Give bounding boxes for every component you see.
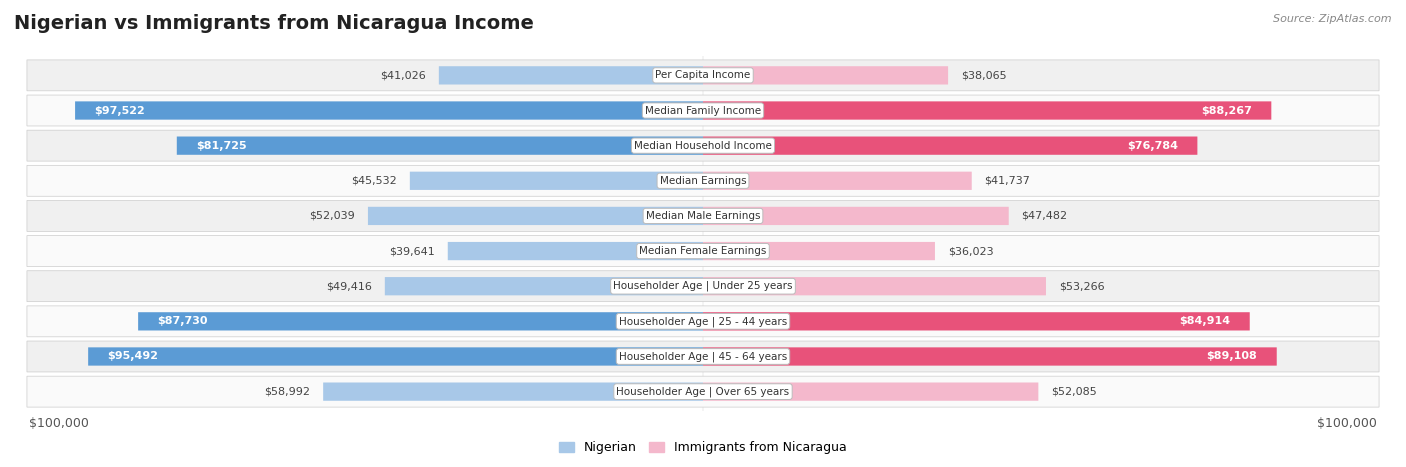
Text: $88,267: $88,267	[1201, 106, 1251, 115]
Text: $89,108: $89,108	[1206, 352, 1257, 361]
Legend: Nigerian, Immigrants from Nicaragua: Nigerian, Immigrants from Nicaragua	[560, 441, 846, 454]
Text: Per Capita Income: Per Capita Income	[655, 71, 751, 80]
Text: Source: ZipAtlas.com: Source: ZipAtlas.com	[1274, 14, 1392, 24]
Text: Median Family Income: Median Family Income	[645, 106, 761, 115]
Text: $47,482: $47,482	[1022, 211, 1067, 221]
FancyBboxPatch shape	[368, 207, 703, 225]
FancyBboxPatch shape	[385, 277, 703, 295]
FancyBboxPatch shape	[447, 242, 703, 260]
Text: $76,784: $76,784	[1128, 141, 1178, 151]
Text: Median Male Earnings: Median Male Earnings	[645, 211, 761, 221]
FancyBboxPatch shape	[703, 207, 1008, 225]
Text: $36,023: $36,023	[948, 246, 994, 256]
Text: $49,416: $49,416	[326, 281, 373, 291]
FancyBboxPatch shape	[27, 376, 1379, 407]
Text: $39,641: $39,641	[389, 246, 434, 256]
FancyBboxPatch shape	[703, 312, 1250, 331]
FancyBboxPatch shape	[439, 66, 703, 85]
Text: $45,532: $45,532	[352, 176, 396, 186]
FancyBboxPatch shape	[27, 200, 1379, 231]
FancyBboxPatch shape	[27, 341, 1379, 372]
FancyBboxPatch shape	[27, 236, 1379, 267]
FancyBboxPatch shape	[703, 136, 1198, 155]
Text: $81,725: $81,725	[195, 141, 246, 151]
FancyBboxPatch shape	[138, 312, 703, 331]
Text: Householder Age | 25 - 44 years: Householder Age | 25 - 44 years	[619, 316, 787, 326]
FancyBboxPatch shape	[703, 66, 948, 85]
Text: $95,492: $95,492	[107, 352, 159, 361]
FancyBboxPatch shape	[323, 382, 703, 401]
Text: Householder Age | 45 - 64 years: Householder Age | 45 - 64 years	[619, 351, 787, 362]
Text: $53,266: $53,266	[1059, 281, 1105, 291]
FancyBboxPatch shape	[89, 347, 703, 366]
Text: $38,065: $38,065	[960, 71, 1007, 80]
FancyBboxPatch shape	[703, 242, 935, 260]
Text: $52,039: $52,039	[309, 211, 356, 221]
FancyBboxPatch shape	[27, 60, 1379, 91]
Text: $52,085: $52,085	[1052, 387, 1097, 396]
FancyBboxPatch shape	[409, 172, 703, 190]
Text: $58,992: $58,992	[264, 387, 311, 396]
Text: Median Female Earnings: Median Female Earnings	[640, 246, 766, 256]
FancyBboxPatch shape	[703, 172, 972, 190]
Text: $87,730: $87,730	[157, 316, 208, 326]
FancyBboxPatch shape	[75, 101, 703, 120]
Text: Nigerian vs Immigrants from Nicaragua Income: Nigerian vs Immigrants from Nicaragua In…	[14, 14, 534, 33]
Text: $41,737: $41,737	[984, 176, 1031, 186]
Text: Householder Age | Over 65 years: Householder Age | Over 65 years	[616, 386, 790, 397]
FancyBboxPatch shape	[703, 277, 1046, 295]
Text: Householder Age | Under 25 years: Householder Age | Under 25 years	[613, 281, 793, 291]
FancyBboxPatch shape	[27, 95, 1379, 126]
FancyBboxPatch shape	[177, 136, 703, 155]
Text: $97,522: $97,522	[94, 106, 145, 115]
Text: $84,914: $84,914	[1180, 316, 1230, 326]
FancyBboxPatch shape	[703, 101, 1271, 120]
Text: Median Earnings: Median Earnings	[659, 176, 747, 186]
FancyBboxPatch shape	[27, 165, 1379, 196]
FancyBboxPatch shape	[27, 271, 1379, 302]
FancyBboxPatch shape	[27, 306, 1379, 337]
FancyBboxPatch shape	[703, 347, 1277, 366]
FancyBboxPatch shape	[27, 130, 1379, 161]
FancyBboxPatch shape	[703, 382, 1039, 401]
Text: $41,026: $41,026	[380, 71, 426, 80]
Text: Median Household Income: Median Household Income	[634, 141, 772, 151]
